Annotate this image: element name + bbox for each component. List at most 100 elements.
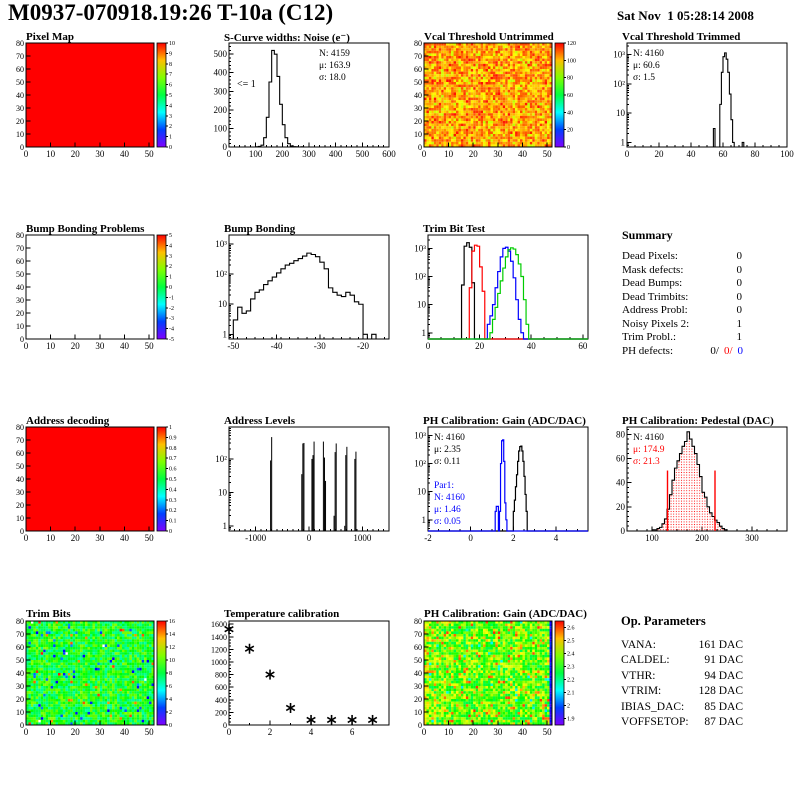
summary-label: Trim Probl.:	[622, 331, 737, 345]
svg-text:5: 5	[169, 233, 172, 239]
ph-defects-row: PH defects: 0/ 0/ 0	[622, 345, 743, 359]
summary-label: Address Probl:	[622, 304, 737, 318]
op-parameter-value: 94 DAC	[704, 669, 743, 684]
svg-text:0.9: 0.9	[169, 435, 177, 441]
summary-value: 0	[737, 304, 743, 318]
svg-text:60: 60	[719, 149, 729, 159]
svg-text:3: 3	[169, 254, 172, 260]
op-parameter-label: VOFFSETOP:	[621, 715, 704, 730]
svg-text:1: 1	[621, 137, 626, 147]
svg-text:Par1:: Par1:	[434, 481, 454, 491]
svg-text:2: 2	[169, 264, 172, 270]
page-title: M0937-070918.19:26 T-10a (C12)	[8, 0, 333, 26]
svg-text:50: 50	[543, 149, 553, 159]
svg-text:300: 300	[302, 149, 316, 159]
ph-defects-value-red: 0/	[724, 345, 733, 359]
svg-text:60: 60	[16, 65, 24, 74]
svg-text:10: 10	[46, 149, 56, 159]
svg-text:70: 70	[16, 630, 24, 639]
svg-text:0: 0	[625, 149, 630, 159]
svg-text:N: 4160: N: 4160	[434, 433, 465, 443]
svg-text:0: 0	[20, 335, 24, 344]
svg-text:200: 200	[695, 533, 709, 543]
op-parameter-label: VANA:	[621, 638, 699, 653]
ph-defects-value-black: 0/	[710, 345, 719, 359]
svg-text:10: 10	[218, 299, 228, 309]
svg-text:8: 8	[169, 62, 172, 68]
svg-text:60: 60	[578, 341, 588, 351]
summary-value: 0	[737, 250, 743, 264]
svg-text:60: 60	[616, 453, 626, 463]
op-parameter-row: VOFFSETOP:87 DAC	[621, 715, 743, 730]
svg-text:μ: 2.35: μ: 2.35	[434, 445, 461, 455]
summary-row: Noisy Pixels 2:1	[622, 318, 742, 332]
svg-text:40: 40	[567, 110, 573, 116]
ph-defects-label: PH defects:	[622, 345, 673, 359]
svg-text:300: 300	[214, 86, 228, 96]
op-parameter-row: IBIAS_DAC:85 DAC	[621, 700, 743, 715]
svg-text:N: 4159: N: 4159	[319, 49, 350, 59]
svg-text:60: 60	[16, 449, 24, 458]
svg-text:0: 0	[223, 142, 228, 152]
svg-text:1: 1	[169, 275, 172, 281]
svg-text:80: 80	[414, 39, 422, 48]
op-parameter-value: 87 DAC	[704, 715, 743, 730]
svg-text:400: 400	[329, 149, 343, 159]
svg-text:-1000: -1000	[245, 533, 266, 543]
svg-text:N: 4160: N: 4160	[633, 433, 664, 443]
svg-text:σ: 1.5: σ: 1.5	[633, 73, 655, 83]
svg-text:N: 4160: N: 4160	[434, 493, 465, 503]
svg-text:10³: 10³	[613, 50, 625, 60]
svg-text:50: 50	[16, 462, 24, 471]
svg-text:30: 30	[16, 296, 24, 305]
svg-text:1: 1	[422, 328, 427, 338]
svg-text:4: 4	[169, 243, 172, 249]
svg-text:0: 0	[24, 341, 29, 351]
svg-text:0: 0	[24, 727, 29, 737]
svg-text:10²: 10²	[215, 454, 227, 464]
svg-text:20: 20	[71, 727, 81, 737]
svg-text:0: 0	[307, 533, 312, 543]
svg-text:10³: 10³	[215, 239, 227, 249]
svg-text:0: 0	[20, 527, 24, 536]
svg-text:μ: 1.46: μ: 1.46	[434, 505, 461, 515]
op-parameter-label: CALDEL:	[621, 653, 704, 668]
summary-label: Dead Bumps:	[622, 277, 737, 291]
svg-text:80: 80	[751, 149, 761, 159]
svg-text:50: 50	[414, 78, 422, 87]
svg-text:1: 1	[223, 521, 228, 531]
summary-title: Summary	[622, 228, 772, 243]
svg-text:20: 20	[616, 502, 626, 512]
op-parameter-row: VTHR:94 DAC	[621, 669, 743, 684]
svg-text:50: 50	[145, 149, 155, 159]
svg-text:1: 1	[223, 329, 228, 339]
svg-text:-2: -2	[169, 306, 174, 312]
svg-text:200: 200	[276, 149, 290, 159]
svg-text:10: 10	[414, 130, 422, 139]
svg-text:40: 40	[616, 478, 626, 488]
svg-text:μ: 163.9: μ: 163.9	[319, 61, 351, 71]
svg-text:-3: -3	[169, 316, 174, 322]
svg-text:10³: 10³	[414, 243, 426, 253]
op-parameter-label: IBIAS_DAC:	[621, 700, 704, 715]
svg-text:100: 100	[214, 123, 228, 133]
svg-text:80: 80	[567, 76, 573, 82]
svg-text:20: 20	[71, 149, 81, 159]
svg-text:30: 30	[16, 104, 24, 113]
svg-text:30: 30	[16, 488, 24, 497]
svg-text:10: 10	[16, 708, 24, 717]
svg-text:0.8: 0.8	[169, 446, 177, 452]
svg-text:600: 600	[382, 149, 396, 159]
op-parameters-title: Op. Parameters	[621, 614, 773, 629]
